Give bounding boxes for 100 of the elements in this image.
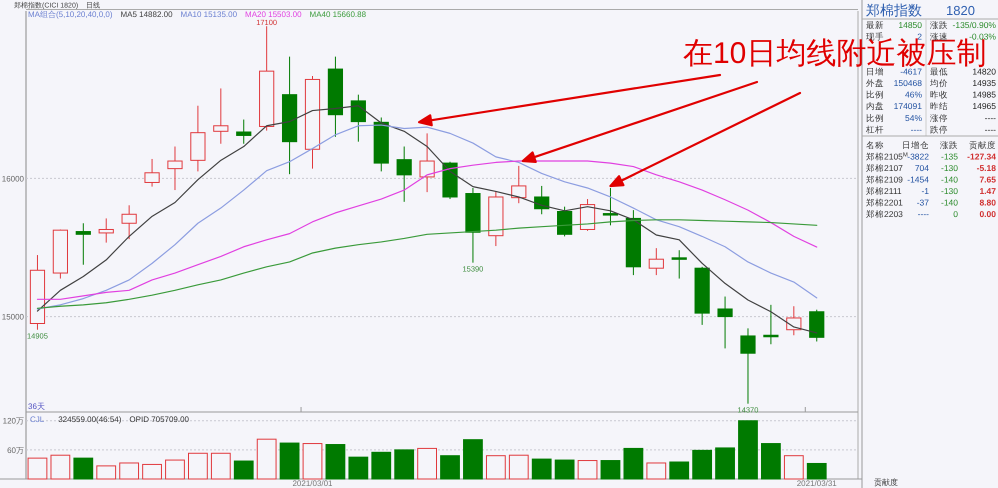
text: 14820 — [972, 66, 996, 76]
candlestick — [122, 204, 137, 240]
text: 贡献度 — [874, 478, 898, 487]
text: 7.65 — [979, 174, 996, 184]
text: 名称 — [866, 140, 884, 150]
text: 最新 — [866, 20, 884, 30]
x-tick-label: 2021/03/31 — [796, 479, 838, 488]
bar — [417, 448, 437, 480]
text: 郑棉2203 — [866, 209, 904, 219]
bar — [784, 455, 804, 480]
text: -140 — [940, 198, 958, 208]
text: ---- — [984, 112, 996, 123]
candlestick — [602, 187, 618, 226]
text: 14965 — [972, 101, 996, 112]
text: 涨跌 — [930, 20, 948, 30]
text: 1820 — [946, 3, 975, 18]
annotation: 36天 — [28, 402, 45, 411]
text: 均价 — [929, 78, 948, 88]
text: MA5 14882.00 — [120, 10, 174, 19]
text: -1 — [921, 186, 930, 196]
line-series — [36, 160, 818, 300]
bar — [486, 455, 506, 480]
x-tick-label: 2021/03/01 — [292, 479, 334, 488]
text: MA20 15503.00 — [245, 10, 302, 19]
text: 日增 — [866, 66, 884, 76]
candlestick — [396, 146, 412, 202]
candlestick — [419, 132, 435, 193]
text: 涨跌 — [940, 140, 958, 150]
text: -127.34 — [967, 152, 996, 162]
bar — [50, 454, 70, 480]
annotation: 324559.00(46:54) — [58, 415, 122, 424]
text: -135/0.90% — [952, 20, 996, 30]
text: 郑棉2105$^{M}$ — [866, 152, 908, 162]
y-tick-label: 120万 — [2, 416, 24, 426]
candlestick — [534, 185, 550, 215]
text: 14985 — [972, 90, 996, 100]
bar — [302, 443, 322, 480]
bar — [188, 452, 208, 480]
bar — [73, 458, 94, 480]
bar — [371, 452, 392, 480]
text: 54% — [904, 112, 922, 123]
candlestick — [98, 218, 114, 244]
text: MA40 15660.88 — [310, 10, 367, 19]
candlestick — [190, 105, 206, 172]
text: 0.00 — [979, 209, 996, 219]
text: 最低 — [930, 66, 948, 76]
text: -135 — [940, 152, 958, 162]
bar — [326, 444, 346, 480]
text: ---- — [918, 209, 930, 219]
text: 比例 — [866, 112, 884, 123]
text: 郑棉指数 — [866, 2, 922, 18]
y-tick-label: 16000 — [2, 174, 25, 184]
bar — [96, 465, 116, 480]
bar — [554, 460, 575, 480]
y-tick-label: 60万 — [7, 446, 24, 455]
text: -130 — [940, 163, 958, 173]
text: 日增仓 — [902, 140, 929, 150]
text: 14935 — [972, 78, 996, 88]
candlestick — [648, 248, 664, 276]
text: MA10 15135.00 — [180, 10, 238, 19]
bar — [623, 448, 644, 480]
candlestick — [717, 296, 733, 349]
text: 跌停 — [930, 124, 948, 134]
bar — [348, 456, 368, 480]
chart-title: CJL — [30, 415, 45, 424]
text: -4617 — [900, 66, 922, 76]
candlestick — [167, 146, 183, 191]
text: -1454 — [907, 174, 930, 184]
bar — [578, 460, 598, 480]
text: 8.80 — [979, 198, 996, 208]
text: 贡献度 — [969, 140, 996, 150]
candlestick — [213, 88, 228, 144]
bar — [692, 450, 712, 480]
text: 郑棉2109 — [866, 174, 904, 184]
bar — [715, 447, 735, 480]
line-series — [36, 124, 818, 310]
bar — [210, 452, 231, 480]
bar — [234, 460, 254, 480]
text: 昨结 — [930, 101, 948, 112]
text: 0 — [953, 209, 958, 219]
text: 涨停 — [930, 112, 948, 123]
candlestick — [511, 165, 526, 204]
annotation: OPID 705709.00 — [129, 415, 190, 424]
text: 比例 — [866, 90, 884, 100]
text: 1.47 — [979, 186, 996, 196]
bar — [142, 464, 162, 480]
text: ---- — [910, 124, 922, 134]
candlestick — [236, 119, 252, 144]
text: 2 — [917, 32, 922, 42]
candlestick — [374, 116, 389, 172]
text: -37 — [916, 198, 930, 208]
text: 150468 — [894, 78, 922, 88]
text: 郑棉2111 — [866, 186, 902, 196]
text: 郑棉2201 — [866, 198, 904, 208]
text: 郑棉2107 — [866, 163, 904, 173]
bar — [532, 458, 552, 480]
bar — [28, 458, 48, 480]
candlestick — [76, 222, 91, 266]
text: -130 — [940, 186, 958, 196]
candlestick — [465, 187, 481, 264]
